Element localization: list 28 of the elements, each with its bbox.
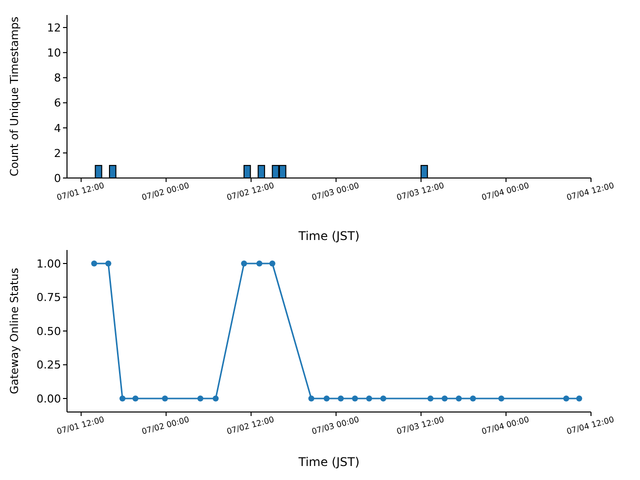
x-tick-label: 07/03 12:00	[396, 180, 446, 202]
y-axis-title: Gateway Online Status	[8, 268, 21, 394]
x-tick-label: 07/02 12:00	[226, 180, 276, 202]
y-tick-label: 8	[54, 72, 61, 85]
x-tick-label: 07/04 12:00	[566, 414, 616, 436]
y-tick-label: 10	[47, 46, 61, 60]
y-tick-label: 12	[47, 21, 61, 34]
x-tick-label: 07/04 00:00	[480, 180, 530, 202]
x-tick-label: 07/02 00:00	[140, 414, 190, 436]
x-tick-label: 07/03 12:00	[396, 414, 446, 436]
x-axis-title: Time (JST)	[297, 229, 360, 243]
x-tick-label: 07/03 00:00	[310, 180, 360, 202]
y-tick-label: 4	[54, 122, 61, 135]
y-tick-label: 2	[54, 146, 61, 160]
x-tick-label: 07/03 00:00	[310, 414, 360, 436]
y-tick-label: 0.25	[36, 358, 61, 372]
x-tick-label: 07/04 12:00	[566, 180, 616, 202]
y-axis-title: Count of Unique Timestamps	[8, 16, 21, 176]
y-tick-label: 6	[54, 96, 61, 110]
x-tick-label: 07/01 12:00	[56, 414, 106, 436]
x-tick-label: 07/04 00:00	[480, 414, 530, 436]
x-tick-label: 07/02 00:00	[140, 180, 190, 202]
y-tick-label: 0.50	[36, 324, 61, 338]
x-tick-label: 07/02 12:00	[226, 414, 276, 436]
y-tick-label: 0.00	[36, 392, 61, 406]
x-axis-title: Time (JST)	[297, 455, 360, 469]
y-tick-label: 1.00	[36, 257, 61, 270]
y-tick-label: 0.75	[36, 291, 61, 304]
